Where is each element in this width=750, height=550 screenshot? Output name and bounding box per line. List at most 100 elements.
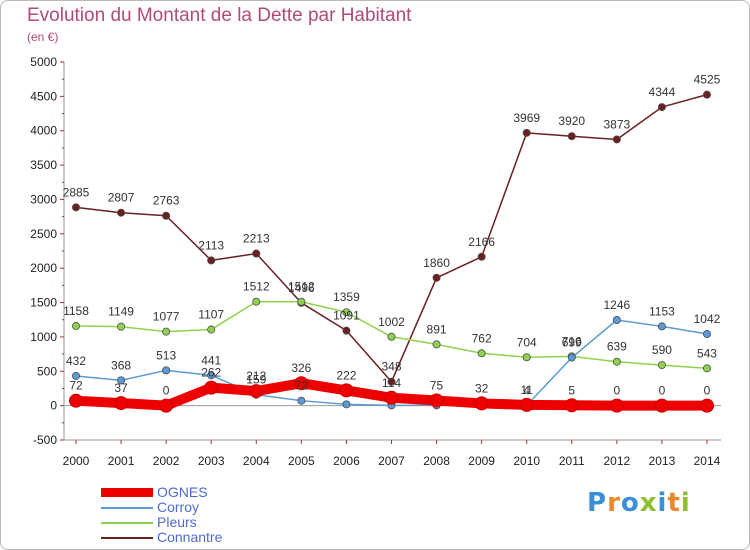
data-point-corroy — [297, 396, 306, 405]
y-tick-label: 500 — [37, 364, 57, 378]
data-point-ognes — [474, 396, 489, 411]
legend-label-pleurs: Pleurs — [157, 514, 197, 530]
data-point-ognes — [564, 398, 579, 413]
data-label-pleurs: 639 — [607, 340, 627, 354]
data-point-corroy — [117, 376, 126, 385]
data-label-connantre: 2166 — [468, 235, 495, 249]
x-tick-label: 2001 — [108, 454, 135, 468]
y-tick-label: -500 — [33, 433, 57, 447]
data-label-pleurs: 1158 — [63, 304, 89, 318]
data-label-ognes: 5 — [568, 383, 575, 397]
data-label-pleurs: 704 — [517, 335, 537, 349]
data-point-ognes — [519, 397, 534, 412]
data-point-pleurs — [477, 349, 486, 358]
logo-letter: i — [657, 488, 668, 518]
x-tick-label: 2000 — [63, 454, 90, 468]
data-label-corroy: 4 — [523, 383, 530, 397]
data-point-ognes — [654, 398, 669, 413]
data-label-connantre: 2113 — [198, 238, 224, 252]
data-point-connantre — [252, 249, 261, 258]
legend-label-connantre: Connantre — [157, 529, 223, 545]
data-label-corroy: 513 — [156, 348, 176, 362]
data-label-pleurs: 716 — [562, 334, 582, 348]
data-point-pleurs — [117, 322, 126, 331]
x-tick-label: 2006 — [333, 454, 360, 468]
data-label-ognes: 262 — [201, 366, 221, 380]
legend-swatch-corroy — [101, 507, 153, 509]
y-tick-label: 0 — [50, 399, 57, 413]
data-label-connantre: 3920 — [558, 114, 585, 128]
chart-series — [69, 90, 714, 413]
data-label-connantre: 4344 — [649, 85, 676, 99]
data-label-connantre: 348 — [381, 360, 401, 374]
data-label-ognes: 0 — [163, 384, 170, 398]
chart-title: Evolution du Montant de la Dette par Hab… — [27, 5, 412, 26]
data-label-ognes: 0 — [613, 384, 620, 398]
logo-letter: t — [667, 488, 681, 518]
data-point-corroy — [162, 366, 171, 375]
data-point-pleurs — [702, 364, 711, 373]
data-point-pleurs — [252, 297, 261, 306]
series-pleurs — [72, 297, 711, 373]
data-label-connantre: 1496 — [288, 281, 315, 295]
chart-data-labels: 2885 2807 2763 2113 2213 1496 1091 348 1860 2166 3… — [63, 73, 721, 398]
data-label-corroy: 72 — [295, 379, 309, 393]
data-point-connantre — [702, 90, 711, 99]
data-label-ognes: 37 — [114, 381, 128, 395]
y-tick-label: 5000 — [30, 55, 57, 69]
y-tick-label: 2500 — [30, 227, 57, 241]
data-label-ognes: 32 — [475, 381, 489, 395]
data-point-pleurs — [207, 325, 216, 334]
data-label-connantre: 2807 — [108, 191, 135, 205]
data-label-ognes: 11 — [520, 383, 533, 397]
chart-unit-label: (en €) — [27, 30, 59, 44]
data-label-pleurs: 1149 — [108, 305, 134, 319]
data-label-corroy: 1246 — [603, 298, 630, 312]
data-point-ognes — [159, 398, 174, 413]
y-tick-label: 1000 — [30, 330, 57, 344]
data-point-corroy — [342, 400, 351, 409]
data-label-pleurs: 1107 — [198, 308, 224, 322]
data-point-connantre — [612, 135, 621, 144]
data-point-connantre — [162, 211, 171, 220]
x-tick-label: 2010 — [513, 454, 540, 468]
data-point-connantre — [72, 203, 81, 212]
y-tick-label: 3000 — [30, 192, 57, 206]
data-label-pleurs: 543 — [697, 346, 717, 360]
data-point-connantre — [657, 103, 666, 112]
data-point-connantre — [342, 326, 351, 335]
data-point-pleurs — [162, 327, 171, 336]
y-tick-label: 2000 — [30, 261, 57, 275]
data-label-pleurs: 1512 — [243, 280, 270, 294]
data-point-pleurs — [657, 361, 666, 370]
y-tick-label: 4500 — [30, 89, 57, 103]
data-point-corroy — [567, 353, 576, 362]
series-corroy — [72, 316, 711, 410]
data-label-corroy: 1042 — [694, 312, 721, 326]
data-point-pleurs — [522, 353, 531, 362]
series-ognes — [69, 376, 714, 413]
data-label-ognes: 0 — [704, 384, 711, 398]
data-point-pleurs — [342, 308, 351, 317]
data-label-connantre: 1091 — [333, 309, 360, 323]
data-label-corroy: 1153 — [649, 304, 675, 318]
x-tick-label: 2009 — [468, 454, 495, 468]
logo-letter: r — [607, 488, 621, 518]
data-label-ognes: 72 — [69, 379, 83, 393]
data-label-connantre: 4525 — [694, 73, 721, 87]
legend-label-corroy: Corroy — [157, 499, 200, 515]
data-label-pleurs: 1359 — [333, 290, 360, 304]
logo-letter: i — [680, 488, 691, 518]
data-point-pleurs — [432, 340, 441, 349]
data-point-connantre — [117, 208, 126, 217]
data-label-pleurs: 1077 — [153, 310, 180, 324]
data-label-ognes: 222 — [336, 368, 356, 382]
data-point-ognes — [384, 390, 399, 405]
data-point-ognes — [249, 384, 264, 399]
legend-label-ognes: OGNES — [157, 484, 208, 500]
data-point-ognes — [429, 393, 444, 408]
data-label-ognes: 212 — [246, 369, 266, 383]
x-tick-label: 2013 — [649, 454, 676, 468]
data-point-pleurs — [612, 357, 621, 366]
